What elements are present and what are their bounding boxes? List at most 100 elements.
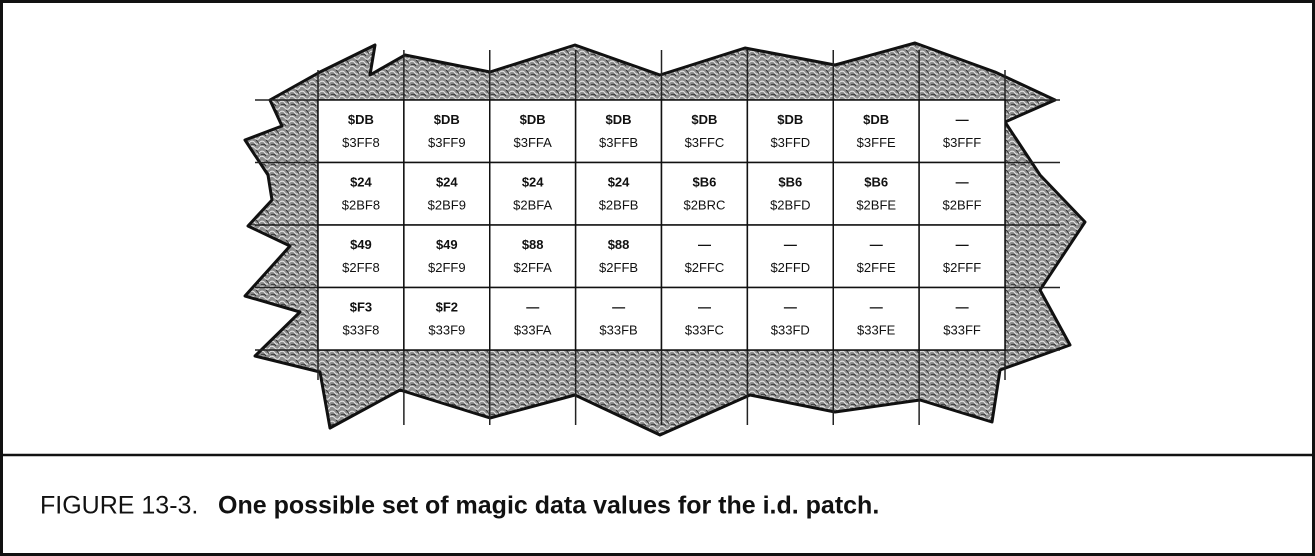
cell-address: $2BF9 [428, 198, 466, 213]
cell-address: $3FFA [514, 135, 553, 150]
cell-address: $33F9 [428, 323, 465, 338]
cell-address: $2BRC [683, 198, 725, 213]
cell [918, 224, 1006, 289]
cell-value: — [612, 300, 625, 315]
cell [489, 161, 577, 226]
cell-value: $24 [522, 175, 544, 190]
cell [317, 161, 405, 226]
cell-address: $2FF8 [342, 260, 380, 275]
cell-value: $49 [436, 237, 458, 252]
cell [317, 286, 405, 351]
cell-value: $DB [606, 112, 632, 127]
cell [574, 161, 663, 226]
cell-address: $3FF8 [342, 135, 380, 150]
cell [832, 161, 920, 226]
cell [918, 99, 1006, 164]
cell-address: $2BFA [513, 198, 552, 213]
cell [403, 286, 491, 351]
cell [746, 99, 834, 164]
cell [489, 286, 577, 351]
grid: $DB $3FF8 $DB $3FF9 $DB $3FFA $DB $3FFB $DB $3FFC… [255, 50, 1060, 425]
cell-address: $2FFB [599, 260, 638, 275]
cell-address: $33FA [514, 323, 552, 338]
cell-address: $33F8 [343, 323, 380, 338]
cell-value: — [956, 175, 969, 190]
cell [832, 224, 920, 289]
cell [660, 161, 749, 226]
cell [746, 224, 834, 289]
cell-value: — [870, 237, 883, 252]
cell-value: $B6 [693, 175, 717, 190]
cell-address: $2FFD [770, 260, 810, 275]
cell [317, 99, 405, 164]
cell-value: $DB [777, 112, 803, 127]
cell-value: — [784, 300, 797, 315]
cell [403, 99, 491, 164]
cell-address: $2FFF [943, 260, 981, 275]
cell-value: $24 [350, 175, 372, 190]
cell-value: $F3 [350, 300, 372, 315]
cell [489, 224, 577, 289]
cell-address: $3FFE [857, 135, 896, 150]
cell [746, 286, 834, 351]
cell [832, 99, 920, 164]
cell [660, 224, 749, 289]
cell-address: $33FF [943, 323, 981, 338]
cell-value: $F2 [436, 300, 458, 315]
cell-value: — [698, 300, 711, 315]
cell-value: — [698, 237, 711, 252]
cell-address: $2BFB [599, 198, 639, 213]
cell-address: $2BFD [770, 198, 810, 213]
cell-address: $3FFB [599, 135, 638, 150]
cell-address: $2FFC [685, 260, 725, 275]
cell [574, 286, 663, 351]
cell-value: $B6 [778, 175, 802, 190]
cell-address: $2FFE [857, 260, 896, 275]
cell-address: $2FFA [514, 260, 553, 275]
cell-value: $24 [608, 175, 630, 190]
cell [918, 286, 1006, 351]
cell-value: — [956, 300, 969, 315]
cell-address: $33FC [685, 323, 724, 338]
cell [832, 286, 920, 351]
caption-number: FIGURE 13-3. [40, 492, 198, 520]
cell-address: $3FFC [685, 135, 725, 150]
cell-address: $33FD [771, 323, 810, 338]
cell-address: $2BFE [856, 198, 896, 213]
cell-value: $B6 [864, 175, 888, 190]
cell [317, 224, 405, 289]
cell-address: $2FF9 [428, 260, 466, 275]
cell [574, 224, 663, 289]
cell-value: $88 [522, 237, 544, 252]
cell-address: $33FE [857, 323, 896, 338]
cell [403, 161, 491, 226]
cell [489, 99, 577, 164]
cell-value: $DB [691, 112, 717, 127]
cell-value: $DB [434, 112, 460, 127]
caption-text: One possible set of magic data values fo… [218, 492, 879, 520]
cell-value: — [870, 300, 883, 315]
cell-value: $DB [863, 112, 889, 127]
cell-address: $3FFF [943, 135, 981, 150]
cell [660, 99, 749, 164]
cell-value: $88 [608, 237, 630, 252]
cell [403, 224, 491, 289]
cell-address: $3FF9 [428, 135, 466, 150]
cell-address: $3FFD [770, 135, 810, 150]
cell-address: $2BF8 [342, 198, 380, 213]
cell-value: — [526, 300, 539, 315]
cell-value: $49 [350, 237, 372, 252]
cell-address: $2BFF [943, 198, 982, 213]
cell-address: $33FB [599, 323, 637, 338]
cell-value: $24 [436, 175, 458, 190]
cell-value: — [784, 237, 797, 252]
cell [918, 161, 1006, 226]
cell-value: $DB [348, 112, 374, 127]
cell-value: $DB [520, 112, 546, 127]
cell-value: — [956, 112, 969, 127]
cell [660, 286, 749, 351]
cell [746, 161, 834, 226]
cell [574, 99, 663, 164]
